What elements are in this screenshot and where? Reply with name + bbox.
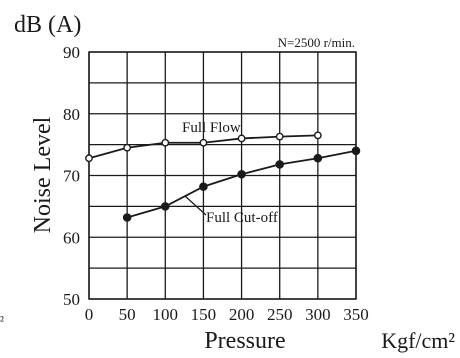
y-tick-label: 80 [63,105,80,124]
data-point-full-cut-off [275,160,285,169]
series-layer [85,131,361,222]
x-tick-label: 100 [153,305,179,324]
data-point-full-flow [313,131,322,140]
data-point-full-flow [275,132,284,141]
grid [88,51,357,300]
x-tick-label: 350 [343,305,369,324]
plot-frame [88,51,357,300]
x-tick-label: 150 [191,305,217,324]
series-label-full-flow: Full Flow [182,120,241,136]
y-unit-label: dB (A) [14,12,81,38]
speed-annotation: N=2500 r/min. [278,35,355,50]
x-tick-label: 200 [229,305,255,324]
x-axis-title: Pressure [204,328,285,354]
x-tick-label: 0 [85,305,94,324]
tick-labels: 0 50 100 150 200 250 300 350 50 60 70 80 90 [63,43,369,324]
y-tick-label: 50 [63,290,80,309]
data-point-full-cut-off [122,213,132,222]
data-point-full-flow [123,143,132,152]
data-point-full-flow [85,154,93,163]
data-point-full-cut-off [351,146,361,156]
data-point-full-cut-off [313,153,323,163]
data-point-full-flow [161,138,170,147]
x-unit-label: Kgf/cm² [381,328,455,353]
y-axis-title: Noise Level [30,116,56,233]
x-tick-label: 250 [267,305,293,324]
data-point-full-cut-off [160,202,170,211]
y-tick-label: 90 [63,43,80,62]
data-point-full-cut-off [199,182,208,191]
full-cutoff-leader-line [184,195,207,216]
data-point-full-flow [199,138,208,147]
data-point-full-flow [237,134,246,143]
series-label-full-cutoff: Full Cut-off [206,210,278,226]
data-point-full-cut-off [237,169,246,179]
y-tick-label: 60 [63,228,80,247]
stray-superscript: ² [0,313,4,328]
x-tick-label: 300 [305,305,331,324]
y-tick-label: 70 [63,167,80,186]
x-tick-label: 50 [119,305,136,324]
